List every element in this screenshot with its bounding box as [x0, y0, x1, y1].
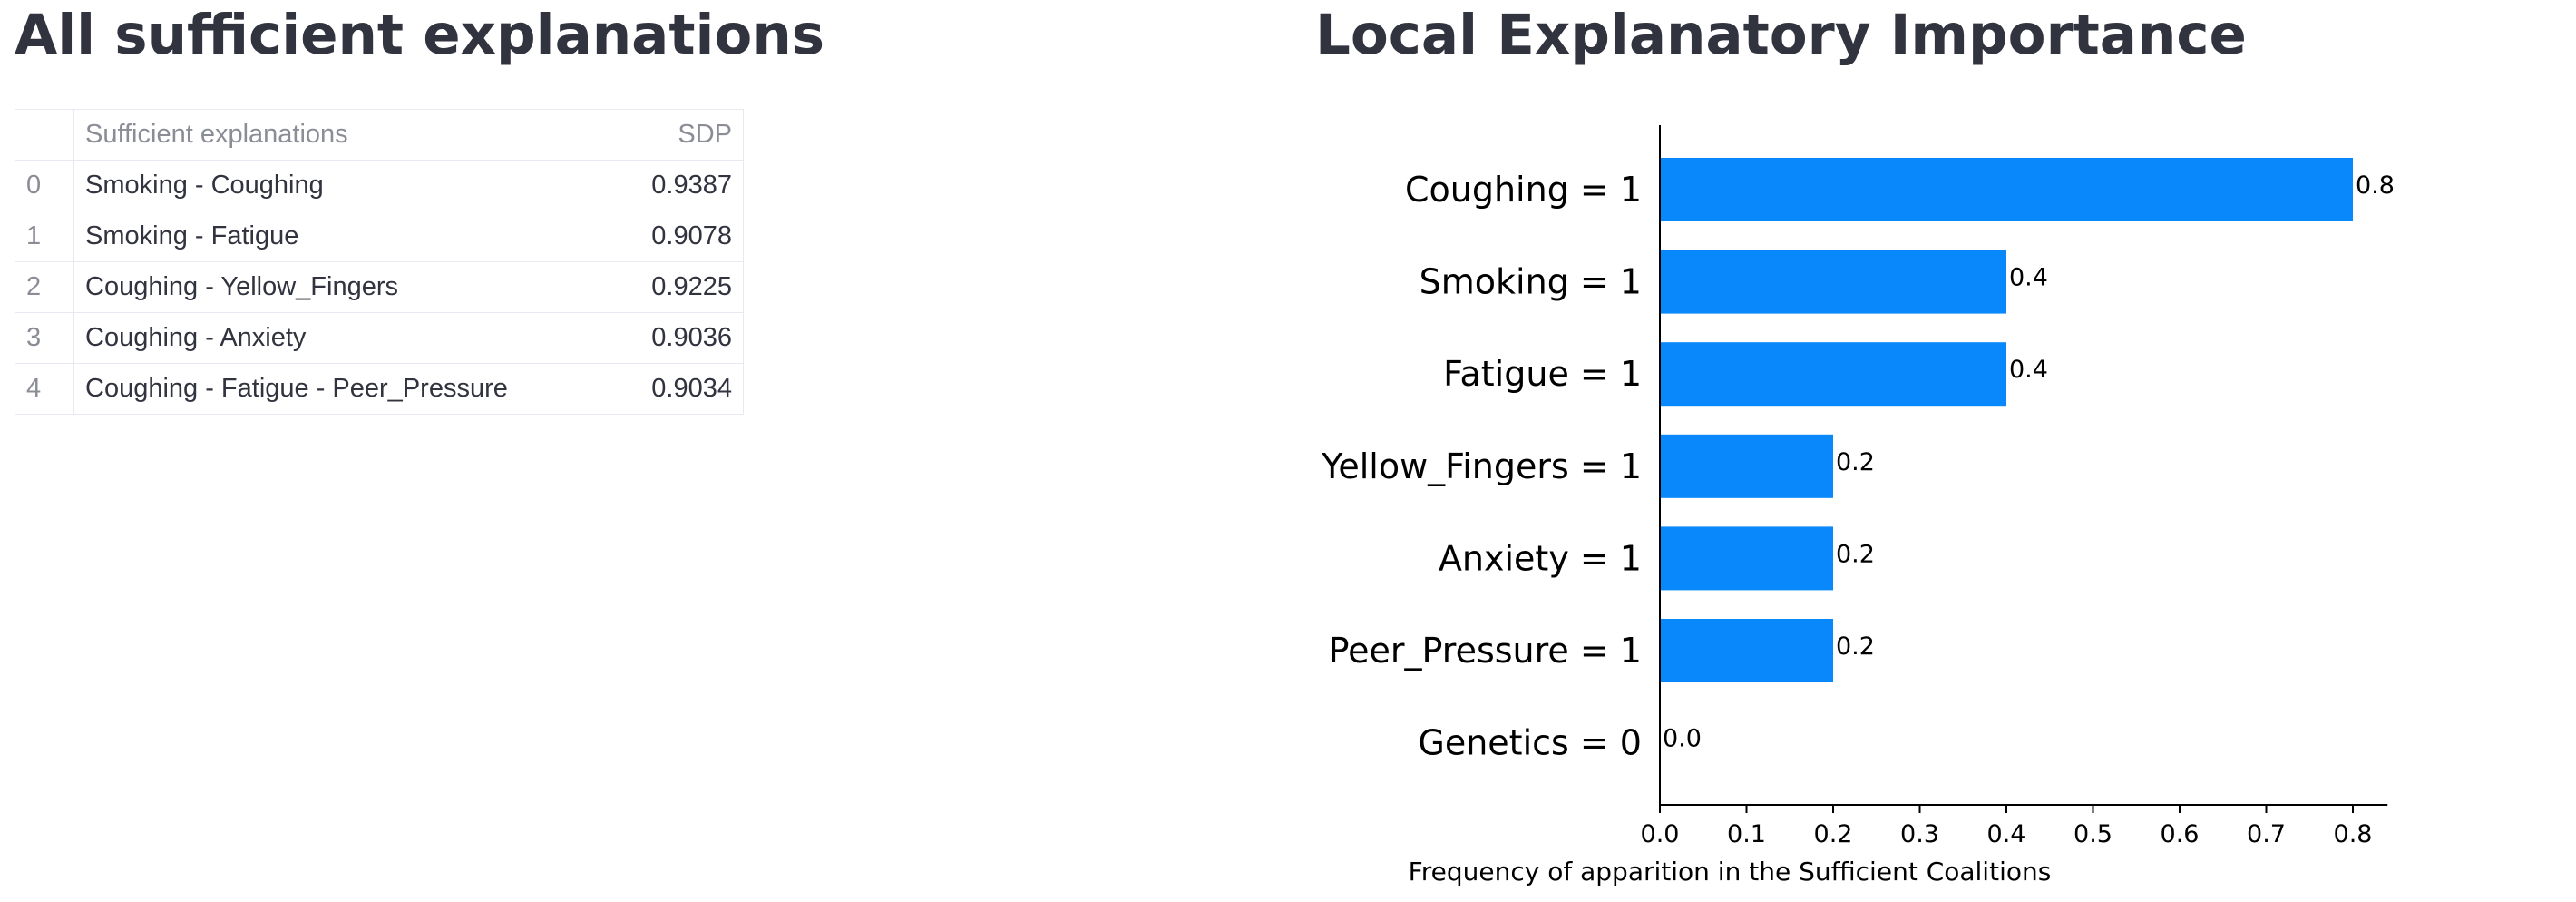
category-label: Peer_Pressure = 1	[1329, 631, 1642, 671]
value-label: 0.2	[1836, 540, 1875, 568]
table-row[interactable]: 2 Coughing - Yellow_Fingers 0.9225	[15, 261, 744, 313]
value-label: 0.8	[2356, 172, 2395, 200]
x-tick-label: 0.1	[1727, 820, 1766, 848]
importance-title: Local Explanatory Importance	[1315, 3, 2247, 67]
table-row[interactable]: 1 Smoking - Fatigue 0.9078	[15, 211, 744, 262]
category-label: Coughing = 1	[1405, 170, 1642, 210]
table-row[interactable]: 4 Coughing - Fatigue - Peer_Pressure 0.9…	[15, 363, 744, 415]
explanation-cell[interactable]: Coughing - Anxiety	[73, 312, 610, 364]
category-label: Anxiety = 1	[1439, 538, 1642, 578]
bars-layer	[1660, 158, 2353, 682]
category-label: Smoking = 1	[1420, 262, 1642, 302]
x-tick-label: 0.8	[2334, 820, 2373, 848]
explanation-cell[interactable]: Coughing - Fatigue - Peer_Pressure	[73, 363, 610, 415]
sdp-cell[interactable]: 0.9036	[610, 312, 744, 364]
index-header	[15, 109, 74, 161]
category-label: Genetics = 0	[1418, 723, 1642, 763]
explanations-table[interactable]: Sufficient explanations SDP 0 Smoking - …	[15, 109, 744, 415]
category-label: Yellow_Fingers = 1	[1321, 446, 1642, 486]
table-header-row: Sufficient explanations SDP	[15, 109, 744, 161]
row-index: 0	[15, 160, 74, 211]
table-row[interactable]: 0 Smoking - Coughing 0.9387	[15, 160, 744, 211]
x-tick-label: 0.5	[2073, 820, 2113, 848]
bar	[1660, 526, 1833, 591]
bar	[1660, 342, 2006, 407]
row-index: 2	[15, 261, 74, 313]
x-tick-label: 0.3	[1900, 820, 1939, 848]
explanation-cell[interactable]: Coughing - Yellow_Fingers	[73, 261, 610, 313]
row-index: 3	[15, 312, 74, 364]
category-label: Fatigue = 1	[1443, 354, 1642, 394]
sdp-cell[interactable]: 0.9225	[610, 261, 744, 313]
x-tick-label: 0.6	[2161, 820, 2200, 848]
x-tick-label: 0.7	[2247, 820, 2286, 848]
bar	[1660, 619, 1833, 682]
explanations-column-header[interactable]: Sufficient explanations	[73, 109, 610, 161]
sdp-cell[interactable]: 0.9034	[610, 363, 744, 415]
bar	[1660, 434, 1833, 498]
bar	[1660, 250, 2006, 314]
value-label: 0.4	[2009, 264, 2048, 292]
value-label: 0.2	[1836, 448, 1875, 476]
explanation-cell[interactable]: Smoking - Fatigue	[73, 211, 610, 262]
sdp-cell[interactable]: 0.9078	[610, 211, 744, 262]
x-axis: 0.0 0.1 0.2 0.3 0.4 0.5 0.6 0.7 0.8	[1641, 125, 2388, 848]
value-label: 0.2	[1836, 632, 1875, 661]
labels-layer: Coughing = 1 0.8 Smoking = 1 0.4 Fatigue = 1…	[1321, 170, 2395, 763]
sdp-column-header[interactable]: SDP	[610, 109, 744, 161]
bar	[1660, 158, 2353, 221]
value-label: 0.4	[2009, 356, 2048, 384]
explanations-title: All sufficient explanations	[15, 3, 825, 67]
value-label: 0.0	[1663, 725, 1702, 753]
explanation-cell[interactable]: Smoking - Coughing	[73, 160, 610, 211]
row-index: 1	[15, 211, 74, 262]
x-tick-label: 0.4	[1987, 820, 2026, 848]
x-axis-label: Frequency of apparition in the Sufficien…	[1409, 857, 2052, 887]
x-tick-label: 0.2	[1814, 820, 1853, 848]
x-tick-label: 0.0	[1641, 820, 1680, 848]
importance-bar-chart: Coughing = 1 0.8 Smoking = 1 0.4 Fatigue = 1…	[1321, 125, 2395, 887]
row-index: 4	[15, 363, 74, 415]
table-row[interactable]: 3 Coughing - Anxiety 0.9036	[15, 312, 744, 364]
sdp-cell[interactable]: 0.9387	[610, 160, 744, 211]
